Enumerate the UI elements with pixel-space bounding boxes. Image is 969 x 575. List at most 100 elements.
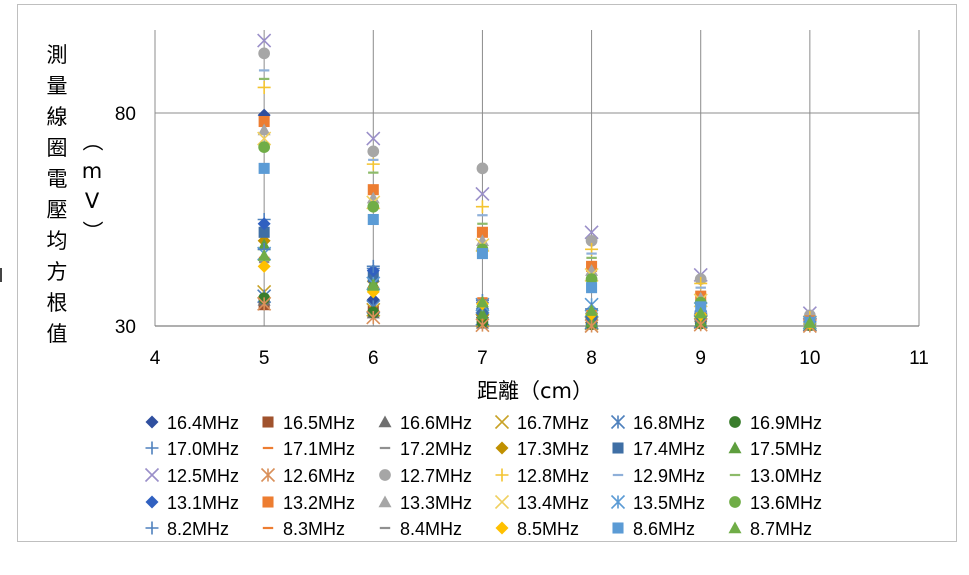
legend-marker: [728, 441, 742, 454]
legend-marker: [494, 494, 510, 510]
legend-label: 16.8MHz: [633, 413, 705, 433]
x-tick-label: 11: [909, 348, 929, 369]
data-point: [257, 80, 271, 94]
data-point: [585, 264, 599, 276]
legend-label: 13.3MHz: [400, 493, 472, 513]
legend-label: 17.5MHz: [750, 439, 822, 459]
legend-marker: [145, 441, 159, 455]
data-point: [258, 226, 270, 238]
series-17.5MHz: [257, 238, 817, 330]
legend-marker: [262, 416, 274, 428]
legend-label: 16.5MHz: [283, 413, 355, 433]
series-13.3MHz: [257, 123, 817, 327]
y-label-glyph: 電: [47, 167, 68, 191]
legend-marker: [145, 521, 159, 535]
series-16.9MHz: [258, 292, 816, 331]
y-tick-label: 30: [115, 317, 136, 338]
y-label-glyph: 量: [47, 74, 68, 98]
series-12.7MHz: [258, 47, 816, 322]
x-tick-label: 6: [368, 348, 379, 369]
data-point: [257, 123, 271, 136]
legend-label: 8.5MHz: [517, 519, 579, 539]
y-label-glyph: 方: [47, 260, 68, 284]
series-17.3MHz: [257, 234, 817, 332]
legend-label: 16.9MHz: [750, 413, 822, 433]
legend-marker: [612, 522, 624, 534]
y-label-glyph: 值: [47, 322, 68, 346]
y-tick-label: 80: [115, 104, 136, 125]
data-point: [367, 213, 379, 226]
series-8.5MHz: [257, 259, 817, 330]
data-point: [475, 307, 489, 320]
data-point: [257, 131, 272, 146]
legend: 16.4MHz 16.5MHz 16.6MHz 16.7MHz 16.8MHz 16.9M…: [144, 413, 822, 539]
series-17.2MHz: [258, 235, 816, 326]
data-point: [475, 186, 490, 202]
legend-label: 17.3MHz: [517, 439, 589, 459]
x-tick-label: 5: [259, 348, 270, 369]
series-12.5MHz: [257, 33, 817, 321]
legend-label: 16.6MHz: [400, 413, 472, 433]
series-17.4MHz: [258, 226, 816, 329]
legend-marker: [495, 441, 509, 455]
series-12.6MHz: [257, 296, 817, 334]
y-label-glyph: 均: [47, 229, 68, 253]
legend-label: 13.1MHz: [167, 493, 239, 513]
legend-label: 17.1MHz: [283, 439, 355, 459]
series-13.2MHz: [258, 115, 816, 327]
legend-label: 13.2MHz: [283, 493, 355, 513]
data-point: [258, 47, 270, 60]
data-point: [367, 145, 380, 158]
series-8.3MHz: [258, 256, 816, 324]
chart-frame: [17, 4, 957, 542]
legend-label: 17.0MHz: [167, 439, 239, 459]
series-8.6MHz: [258, 162, 816, 328]
series-13.6MHz: [258, 141, 816, 329]
legend-label: 8.7MHz: [750, 519, 812, 539]
y-label-glyph: 線: [47, 105, 68, 129]
y-label-glyph: V: [85, 189, 100, 213]
legend-marker: [495, 468, 509, 482]
edge-mark: [0, 268, 2, 282]
legend-marker: [260, 467, 276, 483]
data-point: [258, 162, 270, 174]
series-16.6MHz: [257, 293, 817, 331]
y-label-glyph: 壓: [47, 198, 68, 222]
series-17.1MHz: [258, 226, 816, 325]
data-point: [257, 249, 271, 261]
legend-label: 16.4MHz: [167, 413, 239, 433]
data-point: [584, 318, 599, 334]
grid-lines: [154, 30, 920, 327]
data-points: [257, 33, 817, 334]
series-12.8MHz: [257, 80, 817, 324]
series-13.1MHz: [257, 217, 817, 329]
data-point: [258, 141, 270, 153]
data-point: [586, 282, 598, 294]
series-13.0MHz: [258, 77, 816, 321]
legend-label: 12.7MHz: [400, 466, 472, 486]
legend-label: 13.6MHz: [750, 493, 822, 513]
legend-marker: [145, 495, 159, 509]
legend-label: 12.5MHz: [167, 466, 239, 486]
data-point: [475, 318, 490, 333]
data-point: [258, 115, 270, 128]
legend-marker: [379, 469, 391, 481]
legend-marker: [729, 496, 741, 508]
series-8.7MHz: [257, 249, 817, 328]
data-point: [257, 33, 272, 48]
data-point: [366, 191, 380, 204]
data-point: [476, 162, 489, 175]
legend-label: 17.4MHz: [633, 439, 705, 459]
legend-marker: [494, 414, 510, 430]
data-point: [476, 248, 488, 260]
legend-marker: [262, 496, 274, 508]
data-point: [366, 310, 381, 325]
legend-label: 8.4MHz: [400, 519, 462, 539]
x-tick-label: 4: [150, 348, 161, 369]
data-point: [475, 200, 489, 214]
x-tick-label: 10: [799, 348, 820, 369]
legend-marker: [378, 495, 392, 508]
legend-label: 13.5MHz: [633, 493, 705, 513]
x-axis-label: 距離（cm）: [477, 379, 593, 403]
